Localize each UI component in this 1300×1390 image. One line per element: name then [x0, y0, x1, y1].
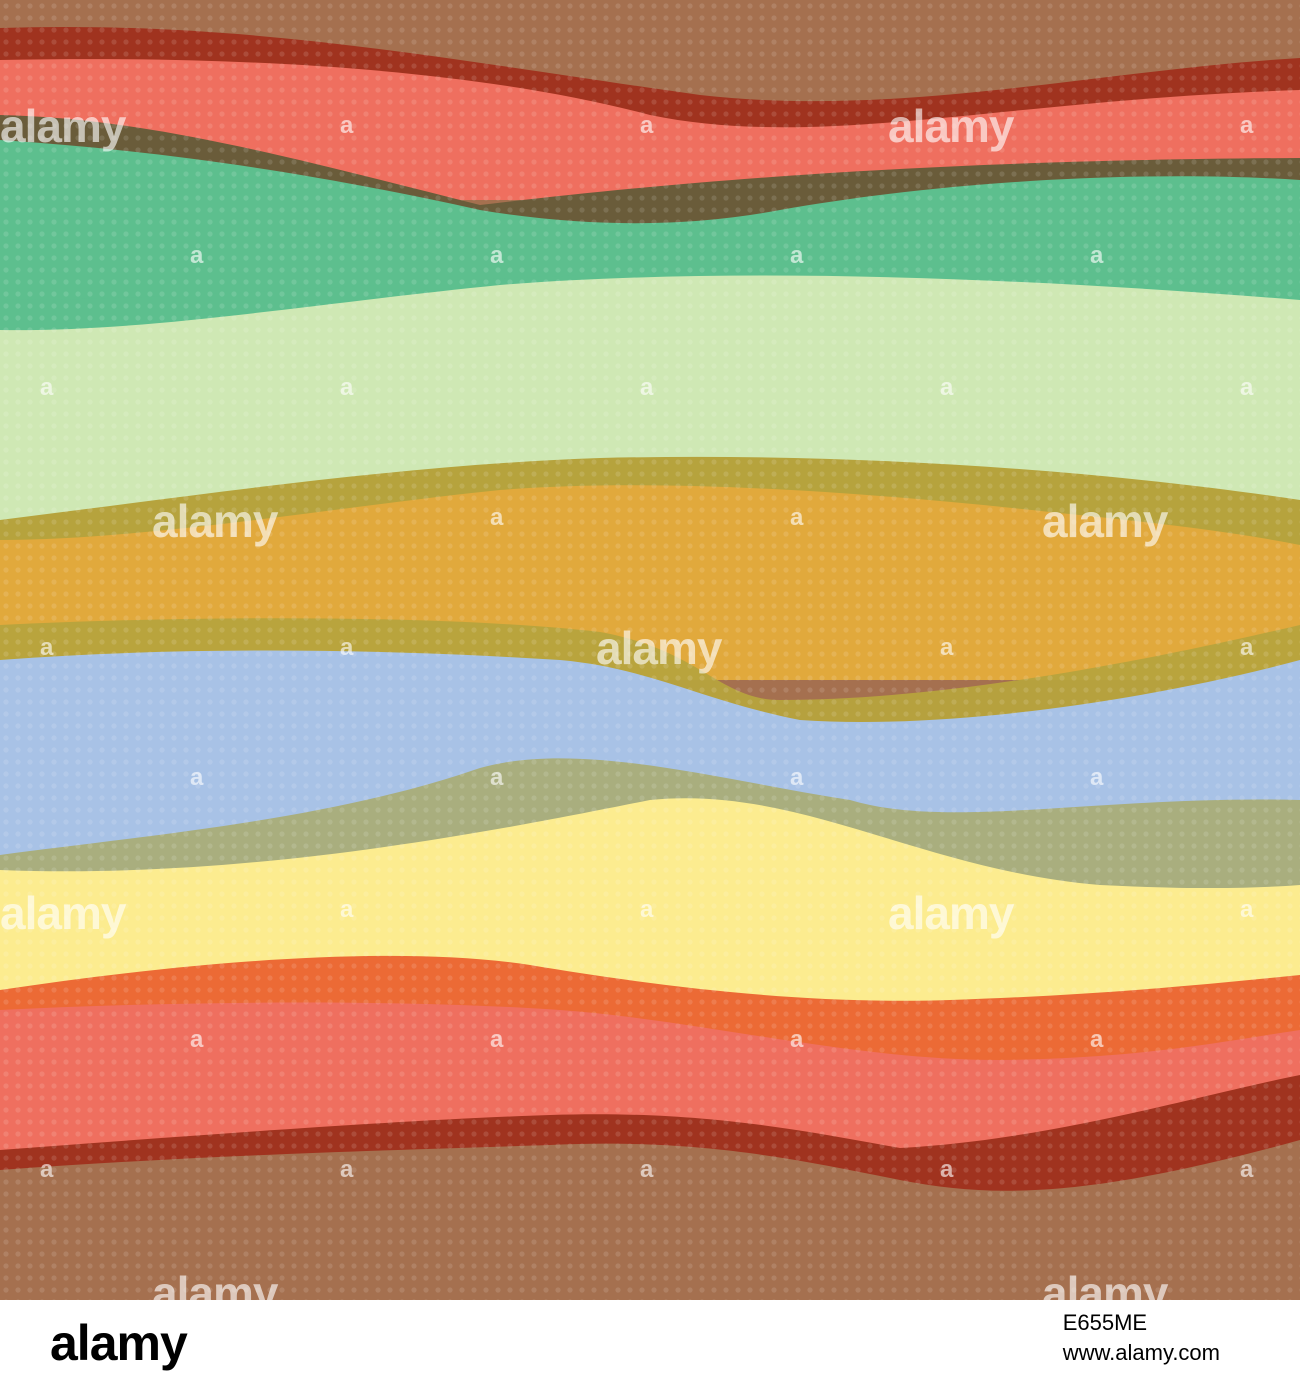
footer-logo: alamy: [50, 1315, 188, 1371]
halftone-dot-overlay: [0, 0, 1300, 1300]
stock-footer-bar: alamy E655ME www.alamy.com: [0, 1300, 1300, 1390]
footer-image-info: E655ME www.alamy.com: [1063, 1308, 1220, 1368]
image-id-label: E655ME: [1062, 1310, 1148, 1335]
wavy-stripes-artwork: [0, 0, 1300, 1300]
site-url-label: www.alamy.com: [1062, 1340, 1220, 1365]
